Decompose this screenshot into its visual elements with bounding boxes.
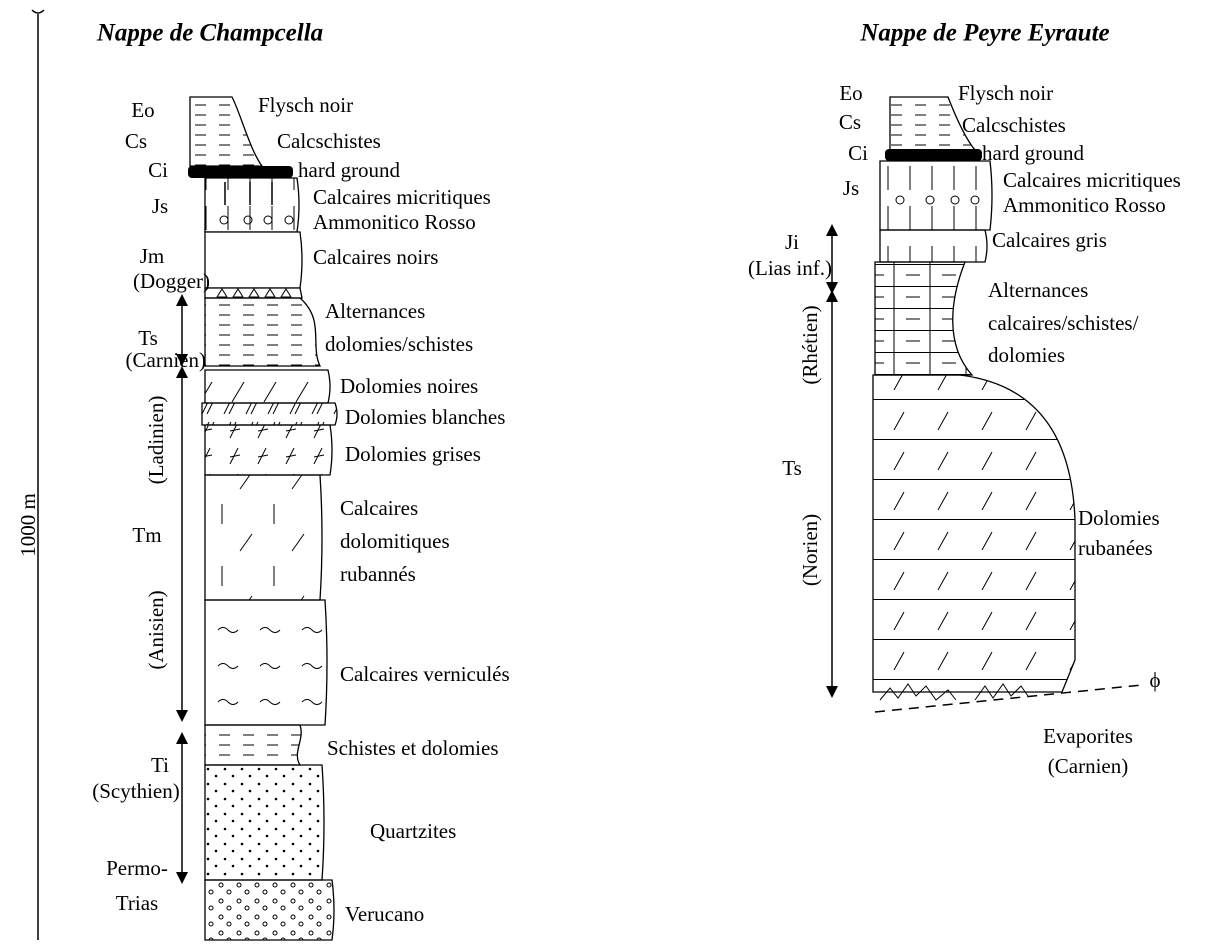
stage-label: (Ladinien)	[144, 396, 168, 485]
lithology-label: Alternances	[988, 278, 1088, 302]
layer	[204, 764, 325, 881]
unit-code: Ts	[138, 326, 158, 350]
triangle	[248, 288, 260, 298]
lithology-label: dolomies	[988, 343, 1065, 367]
layer	[204, 724, 302, 766]
unit-code: Cs	[839, 110, 861, 134]
lithology-label: dolomies/schistes	[325, 332, 473, 356]
triangle	[280, 288, 292, 298]
symbol: ϕ	[1149, 668, 1160, 692]
lithology-label: Calcschistes	[277, 129, 381, 153]
evaporite-line	[874, 684, 1143, 713]
unit-code: Jm	[140, 244, 165, 268]
ammonite	[284, 215, 294, 225]
lithology-label: Schistes et dolomies	[327, 736, 499, 760]
lithology-label: hard ground	[982, 141, 1085, 165]
unit-code: Permo-	[106, 856, 168, 880]
hard-ground	[885, 149, 982, 161]
triangle	[216, 288, 228, 298]
unit-code: Eo	[131, 98, 154, 122]
ammonite	[895, 195, 905, 205]
unit-code: Cs	[125, 129, 147, 153]
unit-code: Ci	[148, 158, 168, 182]
layer	[204, 424, 333, 476]
layer	[204, 879, 335, 941]
ammonite	[243, 215, 253, 225]
lithology-label: Ammonitico Rosso	[1003, 193, 1166, 217]
ammonite	[950, 195, 960, 205]
stage-label: (Anisien)	[144, 590, 168, 669]
unit-code: Ji	[785, 230, 799, 254]
layer	[204, 231, 303, 289]
lithology-label: Flysch noir	[958, 81, 1053, 105]
column-title: Nappe de Peyre Eyraute	[859, 20, 1109, 47]
ammonite	[925, 195, 935, 205]
hard-ground	[188, 166, 293, 178]
lithology-label: Calcaires noirs	[313, 245, 438, 269]
layer	[189, 96, 264, 167]
stage-label: (Norien)	[798, 514, 822, 586]
unit-code: Js	[152, 194, 168, 218]
ammonite	[219, 215, 229, 225]
ammonite	[263, 215, 273, 225]
lithology-label: Calcaires	[340, 496, 418, 520]
unit-code: (Lias inf.)	[748, 256, 832, 280]
layer	[879, 229, 988, 263]
lithology-label: Calcaires micritiques	[313, 185, 491, 209]
unit-code: Tm	[132, 523, 161, 547]
lithology-label: Dolomies blanches	[345, 405, 505, 429]
layer	[874, 261, 974, 376]
layer	[204, 474, 323, 601]
lithology-label: Alternances	[325, 299, 425, 323]
triangle	[264, 288, 276, 298]
scale-tick	[31, 9, 45, 14]
lithology-label: rubanées	[1078, 536, 1153, 560]
layer	[204, 177, 300, 233]
lithology-label: Ammonitico Rosso	[313, 210, 476, 234]
layer	[204, 297, 322, 367]
triangle	[232, 288, 244, 298]
scale-label: 1000 m	[16, 493, 40, 557]
ammonite	[970, 195, 980, 205]
lithology-label: calcaires/schistes/	[988, 311, 1139, 335]
lithology-label: hard ground	[298, 158, 401, 182]
lithology-label: Dolomies noires	[340, 374, 478, 398]
lithology-label: Calcaires micritiques	[1003, 168, 1181, 192]
lithology-label: Calcaires verniculés	[340, 662, 510, 686]
unit-code: Ci	[848, 141, 868, 165]
layer	[204, 369, 331, 404]
layer	[879, 160, 993, 231]
lithology-label: (Carnien)	[1048, 754, 1128, 778]
unit-code: (Dogger)	[133, 269, 210, 293]
column-title: Nappe de Champcella	[96, 20, 323, 47]
unit-code: Ts	[782, 456, 802, 480]
unit-code: (Scythien)	[92, 779, 179, 803]
layer	[872, 374, 1076, 693]
stage-label: (Rhétien)	[798, 305, 822, 384]
lithology-label: Quartzites	[370, 819, 456, 843]
lithology-label: rubannés	[340, 562, 416, 586]
unit-code: (Carnien)	[126, 348, 206, 372]
layer	[204, 287, 303, 299]
lithology-label: dolomitiques	[340, 529, 450, 553]
layer	[201, 402, 338, 426]
unit-code: Js	[843, 176, 859, 200]
unit-code: Eo	[839, 81, 862, 105]
lithology-label: Dolomies grises	[345, 442, 481, 466]
lithology-label: Calcschistes	[962, 113, 1066, 137]
lithology-label: Calcaires gris	[992, 228, 1107, 252]
lithology-label: Dolomies	[1078, 506, 1160, 530]
evaporites	[974, 683, 1029, 701]
unit-code: Ti	[151, 753, 169, 777]
unit-code: Trias	[116, 891, 158, 915]
lithology-label: Evaporites	[1043, 724, 1133, 748]
evaporites	[879, 683, 957, 701]
layer	[204, 599, 328, 726]
lithology-label: Verucano	[345, 902, 424, 926]
lithology-label: Flysch noir	[258, 93, 353, 117]
